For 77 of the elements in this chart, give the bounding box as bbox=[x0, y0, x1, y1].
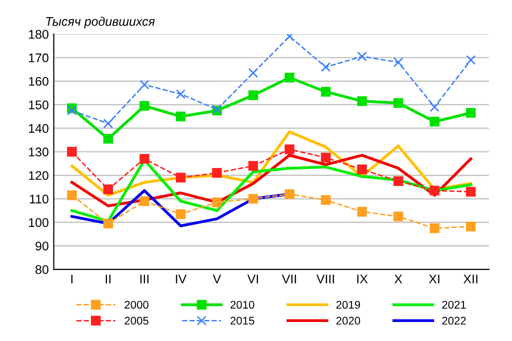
x-tick-label: VII bbox=[282, 274, 296, 284]
x-tick-label: VIII bbox=[316, 274, 334, 284]
y-tick-label: 80 bbox=[36, 265, 48, 274]
point bbox=[320, 62, 331, 72]
point bbox=[393, 57, 404, 68]
point bbox=[140, 154, 150, 164]
y-tick-label: 180 bbox=[29, 30, 48, 39]
point bbox=[357, 206, 367, 217]
point bbox=[393, 176, 404, 186]
point bbox=[430, 102, 440, 112]
y-tick-label: 100 bbox=[29, 218, 48, 227]
point bbox=[67, 190, 77, 200]
point bbox=[320, 152, 331, 162]
point bbox=[140, 196, 150, 206]
x-tick-label: II bbox=[106, 274, 110, 284]
y-tick-label: 130 bbox=[29, 148, 48, 156]
chart-title: Тысяч родившихся bbox=[46, 16, 155, 28]
y-tick-label: 140 bbox=[29, 124, 48, 133]
point bbox=[103, 134, 114, 144]
x-tick-label: X bbox=[394, 274, 402, 284]
point bbox=[176, 112, 186, 122]
legend-label: 2020 bbox=[336, 316, 360, 325]
point bbox=[357, 52, 367, 62]
point bbox=[430, 186, 440, 196]
x-tick-label: XII bbox=[463, 274, 478, 284]
point bbox=[357, 96, 367, 106]
legend-label: 2015 bbox=[230, 316, 254, 325]
legend-label: 2019 bbox=[336, 300, 360, 309]
y-tick-label: 110 bbox=[30, 194, 48, 204]
y-tick-label: 120 bbox=[29, 171, 48, 180]
point bbox=[466, 55, 476, 65]
point bbox=[212, 197, 222, 208]
point bbox=[212, 168, 222, 178]
point bbox=[466, 222, 476, 232]
y-tick-label: 160 bbox=[29, 76, 48, 86]
point bbox=[248, 161, 258, 171]
point bbox=[466, 108, 476, 118]
x-tick-label: III bbox=[140, 274, 148, 284]
y-tick-label: 90 bbox=[36, 242, 48, 251]
point bbox=[393, 98, 404, 108]
point bbox=[284, 189, 294, 199]
point bbox=[103, 184, 114, 194]
point bbox=[103, 118, 114, 128]
legend-label: 2022 bbox=[442, 316, 466, 325]
point bbox=[140, 80, 150, 90]
point bbox=[430, 116, 440, 126]
x-tick-label: V bbox=[212, 274, 222, 284]
legend-label: 2000 bbox=[124, 300, 148, 309]
point bbox=[357, 164, 367, 174]
legend-label: 2005 bbox=[124, 316, 148, 325]
legend-label: 2021 bbox=[442, 300, 466, 309]
x-tick-label: IX bbox=[357, 274, 368, 284]
point bbox=[393, 212, 404, 222]
point bbox=[320, 195, 331, 205]
point bbox=[176, 89, 186, 99]
point bbox=[320, 86, 331, 97]
point bbox=[248, 194, 258, 204]
point bbox=[284, 34, 294, 42]
point bbox=[248, 90, 258, 100]
x-tick-label: IV bbox=[176, 274, 187, 284]
y-tick-label: 150 bbox=[29, 100, 48, 110]
x-tick-label: XI bbox=[428, 274, 440, 284]
point bbox=[176, 172, 186, 182]
point bbox=[430, 223, 440, 234]
point bbox=[103, 218, 114, 228]
point bbox=[248, 68, 258, 78]
point bbox=[67, 106, 77, 116]
point bbox=[284, 144, 294, 154]
point bbox=[176, 209, 186, 219]
point bbox=[466, 186, 476, 197]
point bbox=[67, 146, 77, 157]
point bbox=[284, 72, 294, 82]
point bbox=[140, 101, 150, 111]
x-tick-label: I bbox=[71, 274, 72, 284]
y-tick-label: 170 bbox=[29, 53, 48, 62]
x-tick-label: VI bbox=[247, 274, 258, 284]
legend-label: 2010 bbox=[230, 300, 254, 309]
